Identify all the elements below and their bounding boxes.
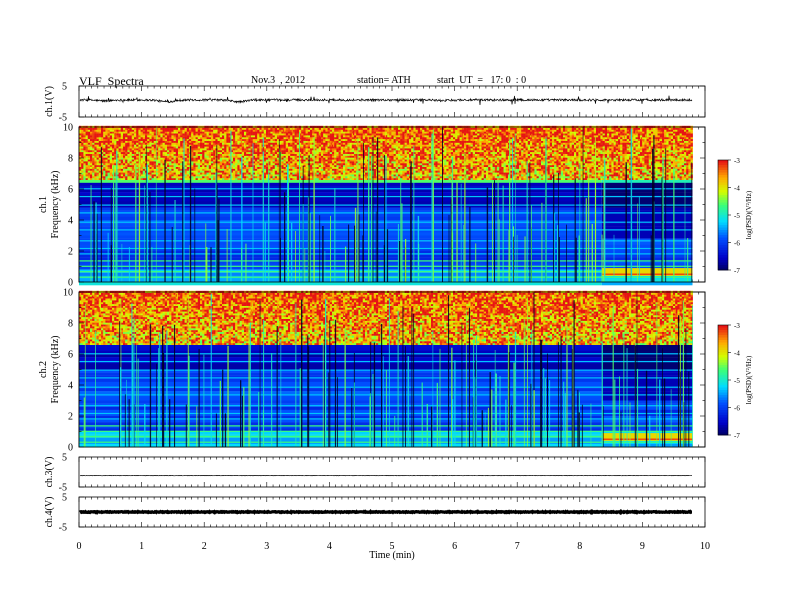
date-label: Nov.3 , 2012	[251, 75, 306, 86]
channel-label: ch.2	[38, 361, 49, 378]
y-tick-label: 4	[68, 216, 73, 227]
x-axis-label: Time (min)	[369, 550, 414, 561]
x-tick-label: 8	[577, 541, 582, 552]
colorbar-tick-label: -7	[734, 267, 740, 275]
x-tick-label: 5	[390, 541, 395, 552]
channel-label: ch.1	[38, 196, 49, 213]
x-tick-label: 1	[139, 541, 144, 552]
y-tick-label: 8	[68, 319, 73, 330]
colorbar-label: log(PSD)(V²/Hz)	[745, 190, 753, 239]
y-tick-label: 6	[68, 350, 73, 361]
colorbar-tick-label: -6	[734, 240, 740, 248]
station-label: station= ATH	[357, 75, 411, 86]
colorbar-tick-label: -4	[734, 185, 740, 193]
y-tick-label: 10	[63, 123, 73, 134]
y-tick-label: 5	[62, 453, 67, 464]
x-tick-label: 9	[640, 541, 645, 552]
x-tick-label: 10	[700, 541, 710, 552]
start-time-label: start UT = 17: 0 : 0	[437, 75, 527, 86]
x-tick-label: 2	[202, 541, 207, 552]
frequency-axis-label: Frequency (kHz)	[50, 335, 61, 403]
chart-title: VLF Spectra	[79, 74, 144, 88]
y-tick-label: 2	[68, 412, 73, 423]
y-tick-label: 10	[63, 288, 73, 299]
y-tick-label: 0	[68, 278, 73, 289]
ch1-spectrogram-image	[79, 125, 693, 286]
x-tick-label: 0	[77, 541, 82, 552]
ch2-spectrogram-colorbar	[718, 325, 728, 436]
x-tick-label: 4	[327, 541, 332, 552]
x-tick-label: 3	[264, 541, 269, 552]
colorbar-tick-label: -5	[734, 212, 740, 220]
y-tick-label: 0	[68, 443, 73, 454]
colorbar-tick-label: -3	[734, 157, 740, 165]
ch2-spectrogram-image	[79, 290, 693, 448]
y-tick-label: -5	[59, 113, 67, 124]
ch1-waveform-trace	[79, 95, 693, 106]
y-tick-label: -5	[59, 483, 67, 494]
ch1-spectrogram-colorbar	[718, 160, 728, 271]
colorbar-tick-label: -4	[734, 350, 740, 358]
y-tick-label: -5	[59, 523, 67, 534]
y-axis-label: ch.1(V)	[44, 86, 55, 117]
colorbar-tick-label: -7	[734, 432, 740, 440]
y-axis-label: ch.3(V)	[44, 457, 55, 488]
y-axis-label: ch.4(V)	[44, 497, 55, 528]
colorbar-tick-label: -6	[734, 405, 740, 413]
colorbar-tick-label: -3	[734, 322, 740, 330]
y-tick-label: 4	[68, 381, 73, 392]
ch4-waveform-trace	[79, 508, 693, 516]
x-tick-label: 7	[515, 541, 520, 552]
colorbar-label: log(PSD)(V²/Hz)	[745, 355, 753, 404]
y-tick-label: 5	[62, 82, 67, 93]
frequency-axis-label: Frequency (kHz)	[50, 170, 61, 238]
x-tick-label: 6	[452, 541, 457, 552]
y-tick-label: 5	[62, 493, 67, 504]
y-tick-label: 2	[68, 247, 73, 258]
y-tick-label: 6	[68, 185, 73, 196]
y-tick-label: 8	[68, 154, 73, 165]
colorbar-tick-label: -5	[734, 377, 740, 385]
